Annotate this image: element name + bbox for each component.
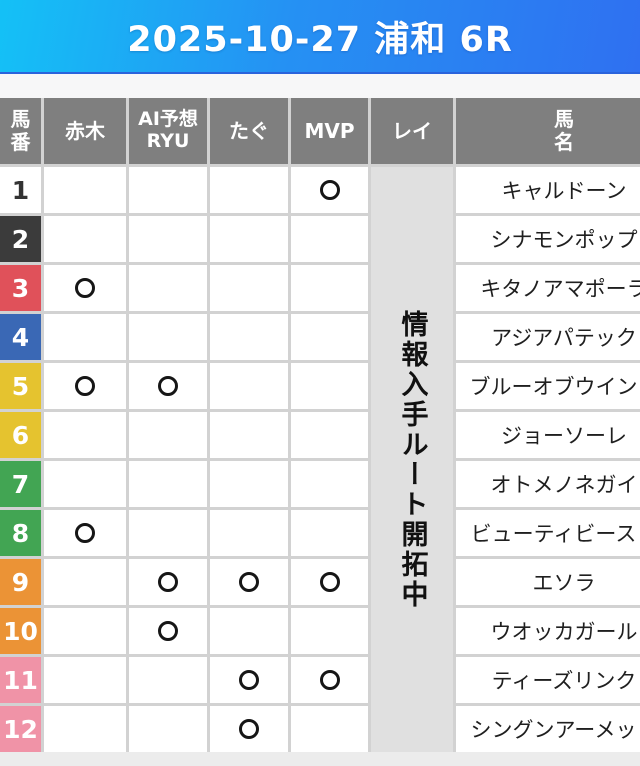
horse-name-cell-6: ジョーソーレ — [456, 412, 640, 458]
mark-cell-tagu-row-8 — [210, 510, 288, 556]
mark-cell-mvp-row-4 — [291, 314, 368, 360]
mark-cell-tagu-row-2 — [210, 216, 288, 262]
column-header-rei: レイ — [371, 98, 453, 164]
mark-cell-tagu-row-4 — [210, 314, 288, 360]
banner-table-gap — [0, 74, 640, 98]
column-header-horse-number: 馬 番 — [0, 98, 41, 164]
horse-name-cell-9: エソラ — [456, 559, 640, 605]
mark-cell-tagu-row-1 — [210, 167, 288, 213]
mark-cell-ai-row-11 — [129, 657, 207, 703]
mark-cell-tagu-row-11 — [210, 657, 288, 703]
mark-cell-ai-row-7 — [129, 461, 207, 507]
mark-cell-akagi-row-2 — [44, 216, 126, 262]
maru-mark-icon — [239, 572, 259, 592]
mark-cell-akagi-row-12 — [44, 706, 126, 752]
race-title: 2025-10-27 浦和 6R — [127, 19, 513, 60]
horse-number-cell-3: 3 — [0, 265, 41, 311]
maru-mark-icon — [239, 670, 259, 690]
mark-cell-tagu-row-5 — [210, 363, 288, 409]
maru-mark-icon — [158, 621, 178, 641]
horse-number-cell-7: 7 — [0, 461, 41, 507]
mark-cell-mvp-row-1 — [291, 167, 368, 213]
prediction-table-viewport: 馬 番 赤木 AI予想 RYU たぐ MVP レイ 馬 名 情報入手ルート開拓中… — [0, 98, 640, 752]
rei-column-placeholder-cell: 情報入手ルート開拓中 — [371, 167, 453, 752]
mark-cell-tagu-row-12 — [210, 706, 288, 752]
mark-cell-akagi-row-11 — [44, 657, 126, 703]
mark-cell-akagi-row-3 — [44, 265, 126, 311]
mark-cell-ai-row-4 — [129, 314, 207, 360]
mark-cell-akagi-row-9 — [44, 559, 126, 605]
maru-mark-icon — [158, 376, 178, 396]
rei-column-notice-vertical-text: 情報入手ルート開拓中 — [396, 309, 428, 610]
mark-cell-ai-row-6 — [129, 412, 207, 458]
maru-mark-icon — [319, 180, 340, 200]
horse-name-cell-4: アジアパテック — [456, 314, 640, 360]
mark-cell-akagi-row-4 — [44, 314, 126, 360]
column-header-tagu: たぐ — [210, 98, 288, 164]
horse-number-cell-5: 5 — [0, 363, 41, 409]
mark-cell-tagu-row-9 — [210, 559, 288, 605]
mark-cell-akagi-row-5 — [44, 363, 126, 409]
mark-cell-tagu-row-7 — [210, 461, 288, 507]
mark-cell-ai-row-12 — [129, 706, 207, 752]
column-header-horse-name: 馬 名 — [456, 98, 640, 164]
race-banner: 2025-10-27 浦和 6R — [0, 0, 640, 74]
horse-name-cell-7: オトメノネガイ — [456, 461, 640, 507]
mark-cell-ai-row-3 — [129, 265, 207, 311]
mark-cell-mvp-row-5 — [291, 363, 368, 409]
horse-name-cell-1: キャルドーン — [456, 167, 640, 213]
maru-mark-icon — [239, 719, 259, 739]
mark-cell-akagi-row-10 — [44, 608, 126, 654]
mark-cell-mvp-row-2 — [291, 216, 368, 262]
horse-name-cell-3: キタノアマポーラ — [456, 265, 640, 311]
mark-cell-tagu-row-3 — [210, 265, 288, 311]
horse-name-cell-12: シングンアーメット — [456, 706, 640, 752]
column-header-ai-yoso-ryu: AI予想 RYU — [129, 98, 207, 164]
mark-cell-mvp-row-6 — [291, 412, 368, 458]
mark-cell-mvp-row-11 — [291, 657, 368, 703]
maru-mark-icon — [75, 278, 95, 298]
horse-number-cell-2: 2 — [0, 216, 41, 262]
horse-name-cell-11: ティーズリンク — [456, 657, 640, 703]
horse-number-cell-11: 11 — [0, 657, 41, 703]
mark-cell-tagu-row-6 — [210, 412, 288, 458]
horse-number-cell-9: 9 — [0, 559, 41, 605]
mark-cell-ai-row-8 — [129, 510, 207, 556]
prediction-table: 馬 番 赤木 AI予想 RYU たぐ MVP レイ 馬 名 情報入手ルート開拓中… — [0, 98, 640, 752]
column-header-akagi: 赤木 — [44, 98, 126, 164]
maru-mark-icon — [158, 572, 178, 592]
horse-name-cell-5: ブルーオブウインド — [456, 363, 640, 409]
horse-name-cell-8: ビューティビースト — [456, 510, 640, 556]
column-header-mvp: MVP — [291, 98, 368, 164]
mark-cell-ai-row-10 — [129, 608, 207, 654]
mark-cell-mvp-row-9 — [291, 559, 368, 605]
horse-number-cell-10: 10 — [0, 608, 41, 654]
mark-cell-ai-row-1 — [129, 167, 207, 213]
mark-cell-akagi-row-6 — [44, 412, 126, 458]
bottom-strip — [0, 752, 640, 766]
mark-cell-mvp-row-10 — [291, 608, 368, 654]
horse-number-cell-6: 6 — [0, 412, 41, 458]
maru-mark-icon — [319, 670, 340, 690]
mark-cell-ai-row-2 — [129, 216, 207, 262]
horse-name-cell-2: シナモンポップ — [456, 216, 640, 262]
mark-cell-mvp-row-7 — [291, 461, 368, 507]
horse-number-cell-8: 8 — [0, 510, 41, 556]
maru-mark-icon — [75, 523, 95, 543]
horse-number-cell-1: 1 — [0, 167, 41, 213]
mark-cell-akagi-row-8 — [44, 510, 126, 556]
horse-number-cell-12: 12 — [0, 706, 41, 752]
mark-cell-ai-row-9 — [129, 559, 207, 605]
mark-cell-mvp-row-12 — [291, 706, 368, 752]
mark-cell-akagi-row-7 — [44, 461, 126, 507]
horse-name-cell-10: ウオッカガール — [456, 608, 640, 654]
maru-mark-icon — [75, 376, 95, 396]
mark-cell-tagu-row-10 — [210, 608, 288, 654]
mark-cell-mvp-row-8 — [291, 510, 368, 556]
horse-number-cell-4: 4 — [0, 314, 41, 360]
mark-cell-ai-row-5 — [129, 363, 207, 409]
mark-cell-akagi-row-1 — [44, 167, 126, 213]
maru-mark-icon — [319, 572, 340, 592]
mark-cell-mvp-row-3 — [291, 265, 368, 311]
